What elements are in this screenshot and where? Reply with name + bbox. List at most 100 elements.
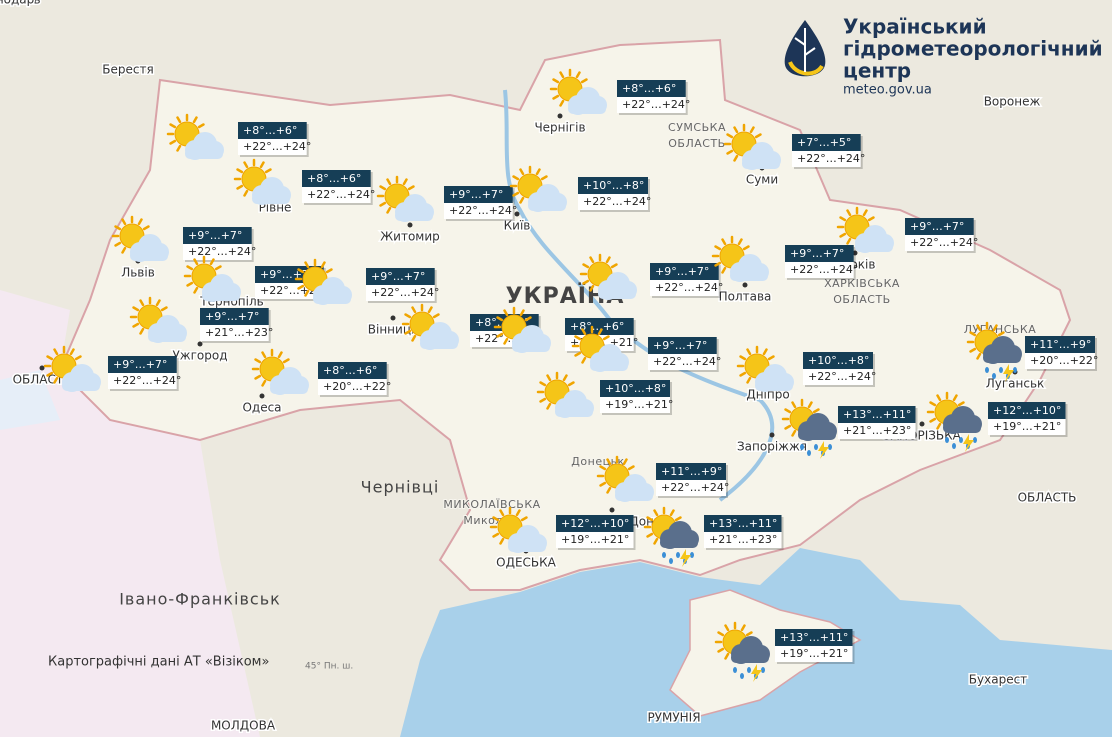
night-temp: +8°…+6° bbox=[243, 124, 297, 137]
cloud-part bbox=[590, 360, 628, 371]
weather-icon bbox=[723, 123, 781, 170]
sun-ray bbox=[646, 516, 654, 522]
sun-ray bbox=[745, 631, 753, 637]
weather-icon bbox=[926, 391, 982, 452]
lightning bbox=[818, 441, 829, 459]
sun-ray bbox=[535, 168, 541, 176]
badge-bottom bbox=[444, 203, 513, 219]
night-temp: +9°…+7° bbox=[371, 270, 425, 283]
sun-ray bbox=[582, 263, 590, 269]
sun-ray bbox=[784, 408, 792, 414]
sun-ray bbox=[186, 281, 194, 287]
sun-ray bbox=[726, 133, 734, 139]
hungary-area bbox=[0, 370, 60, 430]
badge-bottom bbox=[648, 354, 717, 370]
sun-ray bbox=[929, 417, 937, 423]
sun-ray bbox=[589, 256, 595, 264]
forecast: +9°…+7° +21°…+23° bbox=[129, 296, 273, 343]
city-dot bbox=[514, 211, 520, 217]
sun-ray bbox=[427, 306, 433, 314]
night-temp: +13°…+11° bbox=[843, 408, 911, 421]
forecast: +9°…+7° +22°…+24° bbox=[571, 325, 721, 372]
night-temp: +9°…+7° bbox=[655, 265, 709, 278]
sun-ray bbox=[726, 149, 734, 155]
day-temp: +21°…+23° bbox=[205, 326, 273, 339]
sun-ray bbox=[724, 652, 730, 660]
weather-icon bbox=[111, 215, 169, 262]
sun-ray bbox=[721, 266, 727, 274]
city-label: ОДЕСЬКА bbox=[496, 556, 557, 570]
day-temp: +21°…+23° bbox=[843, 424, 911, 437]
city-label: Київ bbox=[504, 219, 531, 233]
sun-ray bbox=[574, 351, 582, 357]
day-temp: +19°…+21° bbox=[993, 420, 1061, 433]
sun-ray bbox=[784, 424, 792, 430]
weather-icon bbox=[966, 321, 1022, 382]
forecast: +8°…+6° +22°…+24° bbox=[166, 113, 311, 160]
rain-drop bbox=[733, 667, 737, 673]
night-temp: +10°…+8° bbox=[583, 179, 644, 192]
sun-ray bbox=[176, 116, 182, 124]
sun-ray bbox=[739, 355, 747, 361]
rain-drop bbox=[959, 437, 963, 443]
city-label: Чернігів bbox=[534, 121, 585, 135]
sun-ray bbox=[297, 268, 305, 274]
city-dot bbox=[769, 432, 775, 438]
sun-ray bbox=[749, 126, 755, 134]
rain-drop bbox=[807, 450, 811, 456]
country-label: Івано-Франківськ bbox=[119, 590, 281, 609]
city-label: Ужгород bbox=[172, 349, 227, 363]
badge-bottom bbox=[238, 139, 307, 155]
sun-ray bbox=[132, 306, 140, 312]
night-temp: +9°…+7° bbox=[449, 188, 503, 201]
night-temp: +9°…+7° bbox=[205, 310, 259, 323]
weather-icon bbox=[781, 398, 837, 459]
cloud-part bbox=[798, 429, 836, 440]
sun-ray bbox=[139, 299, 145, 307]
night-temp: +8°…+6° bbox=[622, 82, 676, 95]
city-dot bbox=[197, 341, 203, 347]
badge-top bbox=[200, 308, 269, 325]
sun-ray bbox=[503, 309, 509, 317]
sun-ray bbox=[277, 351, 283, 359]
night-temp: +9°…+7° bbox=[188, 229, 242, 242]
region-label: ХАРКІВСЬКА bbox=[824, 277, 900, 290]
day-temp: +19°…+21° bbox=[561, 533, 629, 546]
header-title: гідрометеорологічний bbox=[843, 37, 1103, 61]
badge-bottom bbox=[988, 419, 1066, 435]
night-temp: +8°…+6° bbox=[570, 320, 624, 333]
day-temp: +22°…+24° bbox=[790, 263, 858, 276]
city-label: Одеса bbox=[242, 401, 281, 415]
cloud-part bbox=[270, 383, 308, 394]
badge-bottom bbox=[108, 373, 177, 389]
night-temp: +8°…+6° bbox=[307, 172, 361, 185]
sun-ray bbox=[264, 168, 272, 174]
sun-ray bbox=[976, 352, 982, 360]
cloud-part bbox=[395, 210, 433, 221]
rain-drop bbox=[740, 673, 744, 679]
sun-ray bbox=[846, 237, 852, 245]
cloud-part bbox=[130, 250, 168, 261]
badge-top bbox=[803, 352, 873, 369]
forecast: +8°…+6° +22°…+24° bbox=[549, 68, 690, 115]
sun-ray bbox=[733, 154, 739, 162]
sun-ray bbox=[503, 337, 509, 345]
sun-ray bbox=[606, 486, 612, 494]
sun-ray bbox=[581, 356, 587, 364]
weather-icon bbox=[714, 621, 770, 682]
sun-ray bbox=[325, 268, 333, 274]
sun-ray bbox=[839, 232, 847, 238]
romania-area bbox=[0, 290, 260, 737]
sun-ray bbox=[599, 481, 607, 487]
badge-bottom bbox=[785, 262, 854, 278]
sun-ray bbox=[137, 218, 143, 226]
cloud-part bbox=[512, 341, 550, 352]
cloud-part bbox=[742, 158, 780, 169]
night-temp: +10°…+8° bbox=[605, 382, 666, 395]
badge-top bbox=[775, 629, 853, 646]
sun-ray bbox=[193, 258, 199, 266]
sun-ray bbox=[539, 397, 547, 403]
weather-icon bbox=[183, 255, 241, 302]
sun-ray bbox=[69, 348, 75, 356]
sun-ray bbox=[282, 358, 290, 364]
